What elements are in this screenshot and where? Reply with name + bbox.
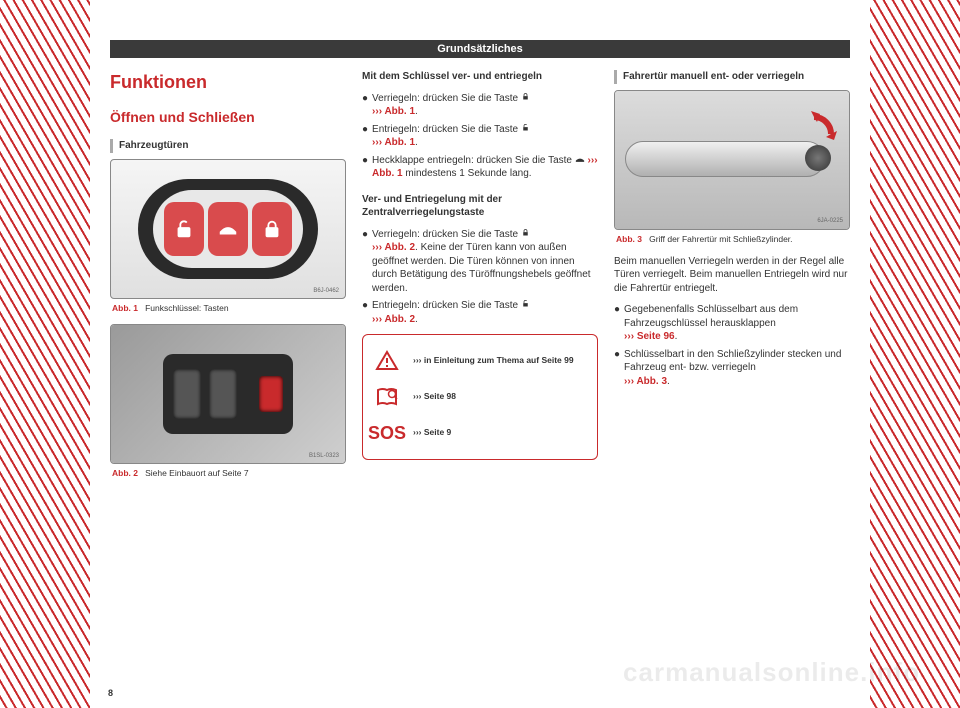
column-2: Mit dem Schlüssel ver- und entriegeln ● … [362, 70, 598, 490]
text: . [667, 376, 670, 387]
decorative-stripes-right [870, 0, 960, 708]
text: . [415, 137, 418, 148]
figure-1-caption-text: Funkschlüssel: Tasten [145, 303, 228, 313]
ref-row-sos: SOS ››› Seite 9 [371, 415, 589, 451]
text: . [415, 314, 418, 325]
text: Entriegeln: drücken Sie die Taste [372, 124, 521, 135]
unlock-icon [164, 202, 204, 256]
text: Heckklappe entriegeln: drücken Sie die T… [372, 155, 575, 166]
figure-1-label: Abb. 1 [112, 303, 138, 313]
bullet-central-lock: ● Verriegeln: drücken Sie die Taste ››› … [362, 228, 598, 296]
three-column-layout: Funktionen Öffnen und Schließen Fahrzeug… [110, 70, 850, 490]
ref-text-3: ››› Seite 9 [413, 427, 451, 438]
column-1: Funktionen Öffnen und Schließen Fahrzeug… [110, 70, 346, 490]
ref-text-1: ››› in Einleitung zum Thema auf Seite 99 [413, 355, 574, 366]
subsection-title: Öffnen und Schließen [110, 108, 346, 127]
page-header-bar: Grundsätzliches [110, 40, 850, 58]
window-switch [173, 369, 201, 419]
subheading-central-lock: Ver- und Entriegelung mit der Zentralver… [362, 193, 598, 220]
door-handle-illustration [615, 91, 849, 229]
section-title: Funktionen [110, 70, 346, 94]
figure-2-code: B1SL-0323 [309, 452, 339, 460]
figure-1-caption: Abb. 1 Funkschlüssel: Tasten [110, 303, 346, 314]
figure-3-caption: Abb. 3 Griff der Fahrertür mit Schließzy… [614, 234, 850, 245]
bullet-insert-key: ● Schlüsselbart in den Schließzylinder s… [614, 348, 850, 389]
bullet-unlock: ● Entriegeln: drücken Sie die Taste ››› … [362, 123, 598, 150]
trunk-icon [208, 202, 248, 256]
switch-block [163, 354, 293, 434]
warning-triangle-icon [371, 349, 403, 373]
text: Entriegeln: drücken Sie die Taste [372, 300, 521, 311]
subheading-key-lock: Mit dem Schlüssel ver- und entriegeln [362, 70, 598, 84]
ref-text-2: ››› Seite 98 [413, 391, 456, 402]
page-content: Grundsätzliches Funktionen Öffnen und Sc… [90, 0, 870, 708]
ref-row-warning: ››› in Einleitung zum Thema auf Seite 99 [371, 343, 589, 379]
topic-heading-manual-door: Fahrertür manuell ent- oder verriegeln [614, 70, 850, 84]
unlock-icon [521, 123, 530, 132]
book-icon [371, 385, 403, 409]
central-lock-switch [259, 376, 283, 412]
text: Verriegeln: drücken Sie die Taste [372, 229, 521, 240]
watermark-text: carmanualsonline.info [623, 657, 920, 688]
ref-abb1: ››› Abb. 1 [372, 137, 415, 148]
decorative-stripes-left [0, 0, 90, 708]
ref-abb2: ››› Abb. 2 [372, 314, 415, 325]
ref-abb3: ››› Abb. 3 [624, 376, 667, 387]
figure-1-keyfob: B6J-0462 [110, 159, 346, 299]
ref-abb2: ››› Abb. 2 [372, 242, 415, 253]
figure-2-caption: Abb. 2 Siehe Einbauort auf Seite 7 [110, 468, 346, 479]
reference-box: ››› in Einleitung zum Thema auf Seite 99… [362, 334, 598, 460]
bullet-lock: ● Verriegeln: drücken Sie die Taste ››› … [362, 92, 598, 119]
topic-heading-doors: Fahrzeugtüren [110, 139, 346, 153]
ref-row-book: ››› Seite 98 [371, 379, 589, 415]
lock-icon [521, 228, 530, 237]
figure-3-doorhandle: 6JA-0225 [614, 90, 850, 230]
figure-3-label: Abb. 3 [616, 234, 642, 244]
bullet-central-unlock: ● Entriegeln: drücken Sie die Taste ››› … [362, 299, 598, 326]
text: Gegebenenfalls Schlüsselbart aus dem Fah… [624, 304, 798, 329]
bullet-trunk: ● Heckklappe entriegeln: drücken Sie die… [362, 154, 598, 181]
keyfob-body [138, 179, 318, 279]
bullet-keyblade: ● Gegebenenfalls Schlüsselbart aus dem F… [614, 303, 850, 344]
page-number: 8 [108, 688, 113, 698]
unlock-icon [521, 299, 530, 308]
text: Verriegeln: drücken Sie die Taste [372, 93, 521, 104]
figure-3-caption-text: Griff der Fahrertür mit Schließzylinder. [649, 234, 792, 244]
lock-icon [521, 92, 530, 101]
figure-3-code: 6JA-0225 [817, 217, 843, 225]
text: mindestens 1 Sekunde lang. [403, 168, 532, 179]
ref-abb1: ››› Abb. 1 [372, 106, 415, 117]
keyfob-face [153, 190, 303, 268]
ref-page96: ››› Seite 96 [624, 331, 675, 342]
text: Schlüsselbart in den Schließzylinder ste… [624, 349, 841, 374]
text: . [415, 106, 418, 117]
figure-1-code: B6J-0462 [313, 287, 339, 295]
sos-icon: SOS [371, 421, 403, 445]
rotation-arrow-icon [789, 109, 839, 159]
window-switch [209, 369, 237, 419]
figure-2-label: Abb. 2 [112, 468, 138, 478]
lock-icon [252, 202, 292, 256]
figure-2-doorpanel: B1SL-0323 [110, 324, 346, 464]
column-3: Fahrertür manuell ent- oder verriegeln 6… [614, 70, 850, 490]
door-panel [111, 325, 345, 463]
trunk-icon [575, 155, 585, 163]
figure-2-caption-text: Siehe Einbauort auf Seite 7 [145, 468, 249, 478]
text: . [675, 331, 678, 342]
paragraph-manual-lock: Beim manuellen Verriegeln werden in der … [614, 255, 850, 296]
